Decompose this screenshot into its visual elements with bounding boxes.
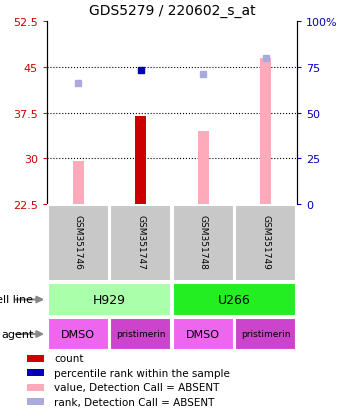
- Bar: [27, 369, 44, 376]
- Text: DMSO: DMSO: [186, 329, 220, 339]
- Bar: [173, 318, 234, 350]
- Title: GDS5279 / 220602_s_at: GDS5279 / 220602_s_at: [89, 4, 255, 18]
- Bar: [48, 205, 109, 282]
- Bar: [27, 398, 44, 405]
- Text: U266: U266: [218, 293, 251, 306]
- Text: cell line: cell line: [0, 295, 33, 305]
- Text: pristimerin: pristimerin: [116, 330, 166, 339]
- Text: pristimerin: pristimerin: [241, 330, 290, 339]
- Bar: [173, 205, 234, 282]
- Bar: [173, 283, 296, 316]
- Bar: [135, 116, 147, 204]
- Text: GSM351747: GSM351747: [136, 214, 145, 269]
- Text: percentile rank within the sample: percentile rank within the sample: [54, 368, 230, 378]
- Text: GSM351749: GSM351749: [261, 214, 270, 269]
- Text: count: count: [54, 354, 84, 363]
- Bar: [73, 162, 84, 204]
- Text: GSM351748: GSM351748: [199, 214, 208, 269]
- Text: GSM351746: GSM351746: [74, 214, 83, 269]
- Bar: [48, 283, 171, 316]
- Bar: [27, 384, 44, 391]
- Bar: [48, 318, 109, 350]
- Bar: [110, 318, 171, 350]
- Bar: [27, 355, 44, 362]
- Text: rank, Detection Call = ABSENT: rank, Detection Call = ABSENT: [54, 396, 215, 407]
- Text: H929: H929: [93, 293, 126, 306]
- Text: value, Detection Call = ABSENT: value, Detection Call = ABSENT: [54, 382, 220, 392]
- Bar: [198, 131, 209, 204]
- Bar: [260, 59, 271, 204]
- Bar: [235, 318, 296, 350]
- Bar: [235, 205, 296, 282]
- Bar: [110, 205, 171, 282]
- Text: agent: agent: [1, 329, 33, 339]
- Text: DMSO: DMSO: [61, 329, 95, 339]
